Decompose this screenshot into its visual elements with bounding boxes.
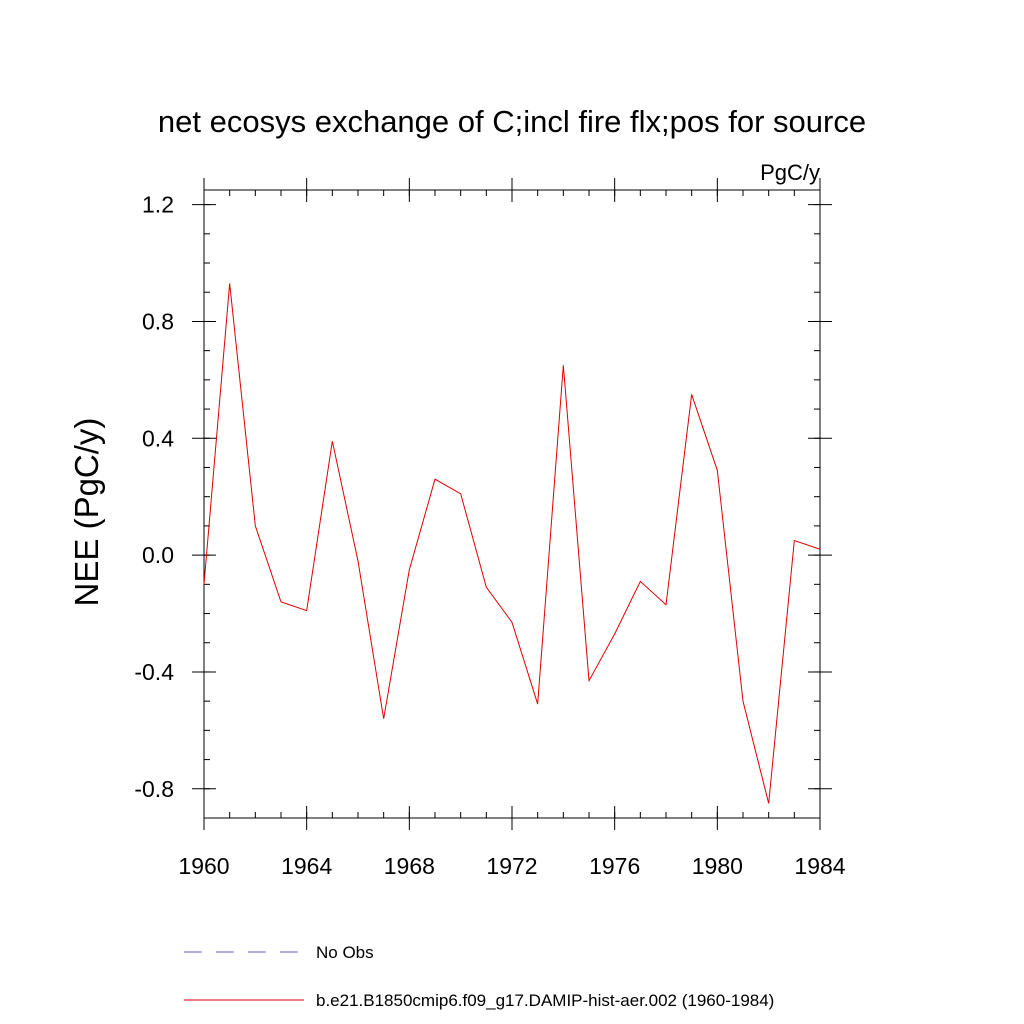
x-tick-label: 1972 <box>486 853 537 879</box>
x-tick-label: 1968 <box>384 853 435 879</box>
legend-entry: b.e21.B1850cmip6.f09_g17.DAMIP-hist-aer.… <box>316 991 774 1010</box>
x-tick-label: 1980 <box>692 853 743 879</box>
series-line <box>203 283 821 804</box>
y-tick-label: -0.8 <box>134 776 174 802</box>
y-axis-label: NEE (PgC/y) <box>68 418 105 607</box>
y-tick-label: 0.0 <box>142 542 174 568</box>
y-tick-label: 0.8 <box>142 308 174 334</box>
legend-entry: No Obs <box>316 943 374 962</box>
chart-title: net ecosys exchange of C;incl fire flx;p… <box>158 104 866 139</box>
y-tick-label: 0.4 <box>142 425 174 451</box>
y-axis-ticks: -0.8 -0.4 0.0 0.4 0.8 1.2 <box>134 192 832 819</box>
x-axis-ticks: 1960 1964 1968 1972 1976 1980 1984 <box>178 178 846 879</box>
series-layer <box>203 283 821 804</box>
plot-area <box>203 189 821 819</box>
units-label: PgC/y <box>760 160 820 185</box>
x-tick-label: 1960 <box>178 853 229 879</box>
x-tick-label: 1976 <box>589 853 640 879</box>
legend: No Obs b.e21.B1850cmip6.f09_g17.DAMIP-his… <box>184 943 774 1010</box>
plot-frame <box>203 189 821 819</box>
y-tick-label: 1.2 <box>142 192 174 218</box>
y-tick-label: -0.4 <box>134 659 174 685</box>
x-tick-label: 1984 <box>794 853 845 879</box>
x-tick-label: 1964 <box>281 853 332 879</box>
